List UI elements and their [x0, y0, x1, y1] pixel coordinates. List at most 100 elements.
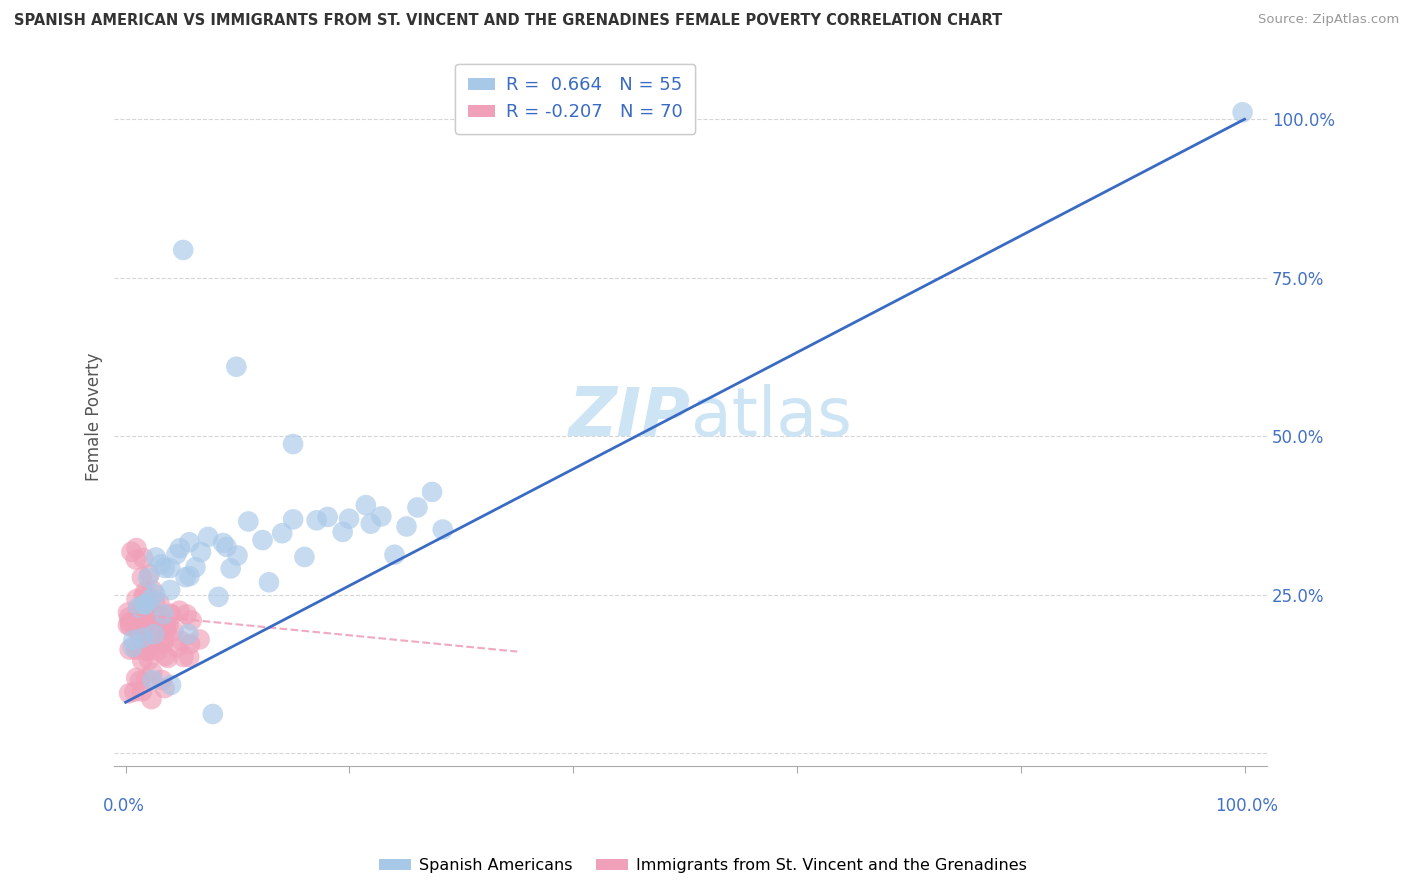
Point — [149, 558, 172, 572]
Point — [294, 549, 316, 564]
Text: SPANISH AMERICAN VS IMMIGRANTS FROM ST. VINCENT AND THE GRENADINES FEMALE POVERT: SPANISH AMERICAN VS IMMIGRANTS FROM ST. … — [14, 13, 1002, 29]
Point — [354, 498, 377, 512]
Point — [305, 513, 328, 527]
Point — [212, 536, 235, 550]
Point — [118, 686, 141, 700]
Point — [127, 625, 149, 640]
Point — [148, 608, 170, 623]
Point — [166, 640, 188, 655]
Point — [139, 619, 162, 633]
Point — [197, 530, 219, 544]
Point — [179, 637, 201, 651]
Point — [169, 541, 191, 556]
Point — [271, 526, 294, 541]
Point — [172, 243, 194, 257]
Point — [118, 615, 141, 629]
Point — [219, 561, 242, 575]
Point — [132, 640, 155, 655]
Point — [135, 612, 157, 626]
Point — [159, 607, 181, 621]
Point — [152, 632, 174, 647]
Point — [190, 545, 212, 559]
Point — [127, 600, 149, 615]
Point — [131, 632, 153, 646]
Point — [148, 633, 170, 648]
Point — [395, 519, 418, 533]
Point — [152, 607, 174, 622]
Point — [136, 571, 159, 585]
Point — [177, 627, 200, 641]
Point — [136, 644, 159, 658]
Point — [125, 592, 148, 607]
Point — [141, 627, 163, 641]
Point — [152, 636, 174, 650]
Point — [128, 623, 150, 637]
Point — [150, 673, 173, 687]
Point — [169, 604, 191, 618]
Point — [257, 575, 280, 590]
Point — [360, 516, 382, 531]
Legend: Spanish Americans, Immigrants from St. Vincent and the Grenadines: Spanish Americans, Immigrants from St. V… — [373, 852, 1033, 880]
Point — [117, 618, 139, 632]
Point — [131, 570, 153, 584]
Point — [176, 607, 198, 622]
Point — [120, 545, 142, 559]
Point — [226, 549, 249, 563]
Point — [156, 651, 179, 665]
Point — [125, 541, 148, 555]
Point — [281, 512, 304, 526]
Point — [225, 359, 247, 374]
Point — [118, 610, 141, 624]
Point — [406, 500, 429, 515]
Point — [135, 672, 157, 686]
Point — [316, 510, 339, 524]
Point — [281, 437, 304, 451]
Legend: R =  0.664   N = 55, R = -0.207   N = 70: R = 0.664 N = 55, R = -0.207 N = 70 — [456, 63, 696, 134]
Text: 100.0%: 100.0% — [1215, 797, 1278, 815]
Point — [120, 619, 142, 633]
Point — [179, 650, 201, 665]
Text: 0.0%: 0.0% — [103, 797, 145, 815]
Point — [157, 619, 180, 633]
Point — [337, 512, 360, 526]
Point — [166, 547, 188, 561]
Point — [153, 648, 176, 663]
Point — [159, 561, 181, 575]
Point — [129, 673, 152, 688]
Point — [127, 641, 149, 656]
Text: atlas: atlas — [690, 384, 852, 450]
Point — [132, 631, 155, 645]
Point — [370, 509, 392, 524]
Point — [432, 523, 454, 537]
Point — [384, 548, 406, 562]
Point — [132, 589, 155, 603]
Point — [143, 596, 166, 610]
Text: ZIP: ZIP — [569, 384, 690, 450]
Point — [155, 620, 177, 634]
Point — [125, 671, 148, 685]
Point — [132, 551, 155, 566]
Point — [215, 540, 238, 554]
Point — [173, 650, 195, 665]
Point — [148, 596, 170, 610]
Point — [134, 598, 156, 612]
Point — [150, 616, 173, 631]
Point — [125, 552, 148, 566]
Point — [180, 614, 202, 628]
Point — [134, 585, 156, 599]
Point — [125, 643, 148, 657]
Point — [145, 550, 167, 565]
Point — [184, 560, 207, 574]
Point — [142, 583, 165, 598]
Point — [163, 624, 186, 638]
Point — [139, 591, 162, 606]
Y-axis label: Female Poverty: Female Poverty — [86, 353, 103, 482]
Point — [179, 535, 201, 549]
Point — [135, 643, 157, 657]
Point — [159, 582, 181, 597]
Point — [138, 653, 160, 667]
Point — [134, 597, 156, 611]
Point — [141, 665, 163, 680]
Point — [155, 622, 177, 636]
Text: Source: ZipAtlas.com: Source: ZipAtlas.com — [1258, 13, 1399, 27]
